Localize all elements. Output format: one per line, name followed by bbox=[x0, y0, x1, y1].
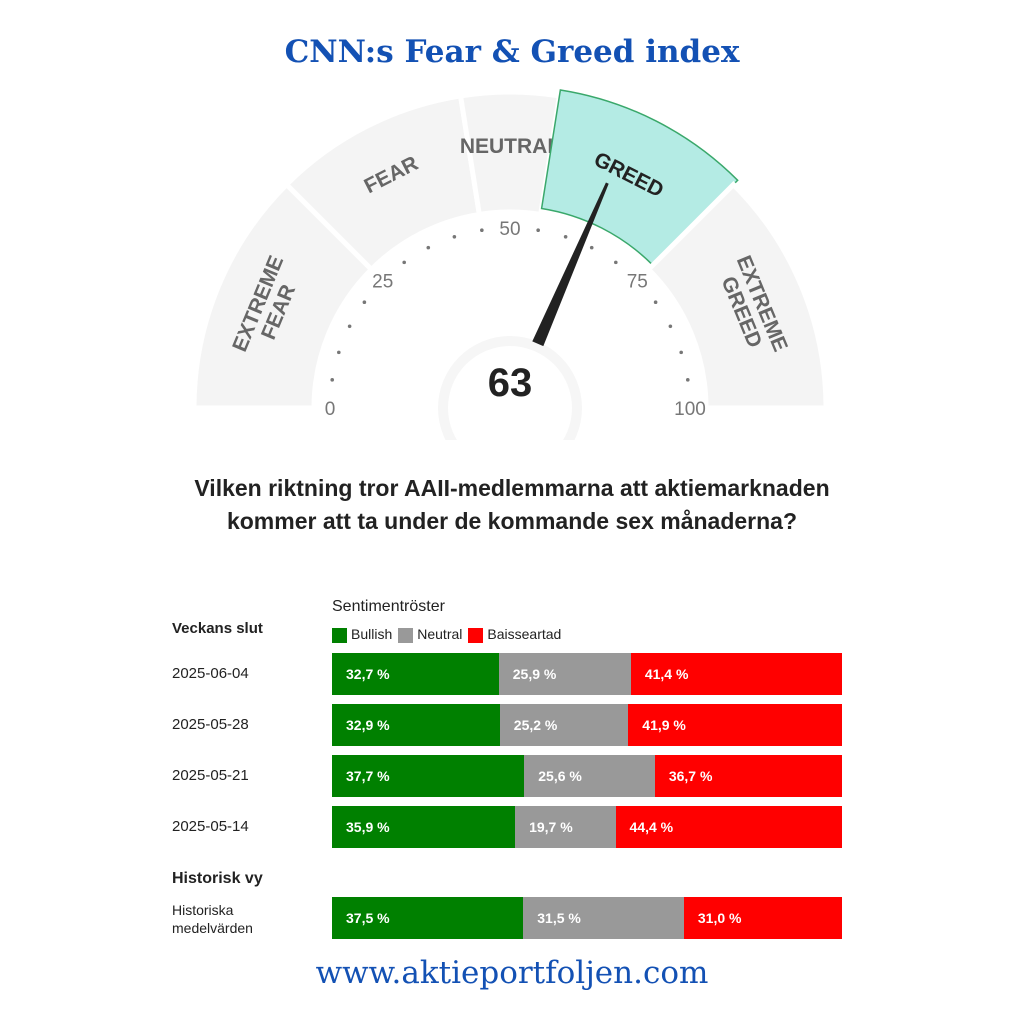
bar-segment-neutral: 25,9 % bbox=[498, 653, 631, 695]
bar-segment-baisseartad: 41,4 % bbox=[630, 653, 842, 695]
tick-dot bbox=[347, 324, 352, 329]
bar-segment-baisseartad: 44,4 % bbox=[615, 806, 842, 848]
tick-dot bbox=[589, 245, 594, 250]
center-circle bbox=[448, 346, 572, 440]
gauge-value: 63 bbox=[488, 361, 533, 405]
legend-item: Baisseartad bbox=[468, 626, 561, 643]
tick-dot bbox=[426, 245, 431, 250]
stacked-bar: 35,9 % 19,7 % 44,4 % bbox=[332, 806, 842, 848]
tick-label: 100 bbox=[674, 399, 706, 420]
chart-title: Sentimentröster bbox=[332, 598, 445, 615]
stacked-bar: 32,7 % 25,9 % 41,4 % bbox=[332, 653, 842, 695]
historical-header: Historisk vy bbox=[172, 870, 263, 887]
bar-segment-neutral: 19,7 % bbox=[515, 806, 616, 848]
bar-segment-baisseartad: 31,0 % bbox=[683, 897, 842, 939]
bar-segment-bullish: 37,5 % bbox=[332, 897, 524, 939]
tick-label: 50 bbox=[499, 219, 520, 240]
tick-label: 0 bbox=[325, 399, 336, 420]
legend-label: Baisseartad bbox=[487, 626, 562, 642]
needle bbox=[532, 182, 609, 347]
survey-question: Vilken riktning tror AAII-medlemmarna at… bbox=[194, 475, 830, 534]
stacked-bar: 37,7 % 25,6 % 36,7 % bbox=[332, 755, 842, 797]
bar-segment-neutral: 25,2 % bbox=[499, 704, 629, 746]
bar-segment-bullish: 35,9 % bbox=[332, 806, 516, 848]
bar-segment-baisseartad: 36,7 % bbox=[654, 755, 842, 797]
fear-greed-gauge: EXTREMEFEARFEARNEUTRALGREEDEXTREMEGREED0… bbox=[191, 89, 829, 440]
legend-item: Neutral bbox=[398, 626, 462, 643]
tick-dot bbox=[480, 228, 484, 233]
zone-extreme-greed bbox=[645, 181, 829, 411]
tick-dot bbox=[668, 324, 673, 329]
stacked-bar: 32,9 % 25,2 % 41,9 % bbox=[332, 704, 842, 746]
legend-swatch bbox=[398, 627, 414, 643]
row-label: 2025-05-28 bbox=[172, 716, 249, 733]
bar-segment-bullish: 32,7 % bbox=[332, 653, 499, 695]
tick-dot bbox=[452, 235, 457, 239]
legend-swatch bbox=[332, 627, 347, 643]
tick-dot bbox=[653, 300, 658, 304]
legend: Bullish Neutral Baisseartad bbox=[332, 626, 561, 643]
row-label: 2025-05-14 bbox=[172, 818, 249, 835]
tick-dot bbox=[563, 235, 568, 239]
tick-label: 75 bbox=[627, 272, 648, 293]
legend-label: Neutral bbox=[417, 626, 463, 642]
footer-url[interactable]: www.aktieportfoljen.com bbox=[315, 955, 709, 991]
stacked-bar: 37,5 % 31,5 % 31,0 % bbox=[332, 897, 842, 939]
tick-dot bbox=[685, 378, 690, 382]
tick-dot bbox=[402, 260, 406, 265]
row-header: Veckans slut bbox=[172, 620, 263, 637]
bar-segment-bullish: 37,7 % bbox=[332, 755, 525, 797]
historical-label: medelvärden bbox=[172, 920, 253, 936]
zone-label-neutral: NEUTRAL bbox=[460, 135, 560, 158]
tick-dot bbox=[614, 260, 618, 265]
bar-segment-bullish: 32,9 % bbox=[332, 704, 500, 746]
tick-dot bbox=[330, 378, 335, 382]
bar-segment-neutral: 31,5 % bbox=[523, 897, 684, 939]
row-label: 2025-06-04 bbox=[172, 665, 249, 682]
bar-segment-neutral: 25,6 % bbox=[524, 755, 655, 797]
row-label: 2025-05-21 bbox=[172, 767, 249, 784]
legend-swatch bbox=[468, 627, 484, 643]
tick-dot bbox=[337, 350, 341, 355]
tick-label: 25 bbox=[372, 272, 393, 293]
bar-segment-baisseartad: 41,9 % bbox=[628, 704, 842, 746]
tick-dot bbox=[536, 228, 540, 233]
tick-dot bbox=[362, 300, 367, 304]
page-title: CNN:s Fear & Greed index bbox=[284, 34, 740, 70]
historical-label: Historiska bbox=[172, 902, 234, 918]
legend-label: Bullish bbox=[351, 626, 393, 642]
legend-item: Bullish bbox=[332, 626, 392, 643]
tick-dot bbox=[679, 350, 683, 355]
